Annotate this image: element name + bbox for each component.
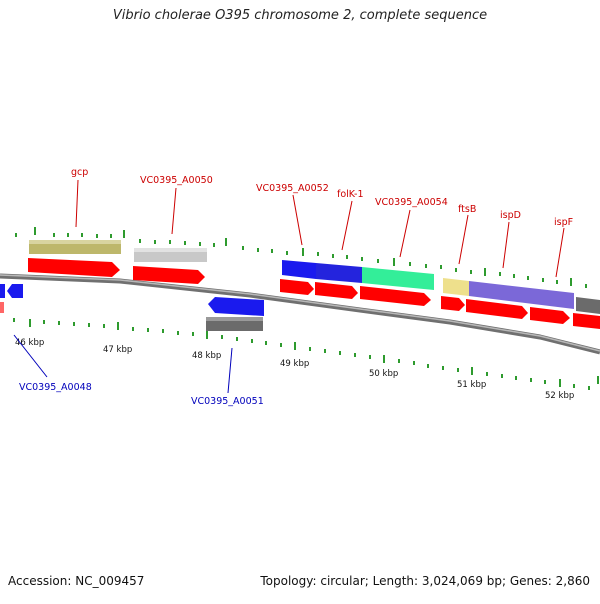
gene-label-vc0395-a0051[interactable]: VC0395_A0051 (191, 396, 264, 407)
cds-arrow-vc0395-a0052[interactable] (280, 279, 314, 295)
gene-label-vc0395-a0050[interactable]: VC0395_A0050 (140, 175, 213, 186)
chromosome-backbone-highlight (0, 274, 600, 352)
gene-bar-vc0395-a0050-shine (134, 248, 207, 252)
reverse-arrow-vc0395-a0051[interactable] (208, 297, 264, 316)
cds-arrow-ispd[interactable] (466, 299, 528, 319)
cds-arrow-ispf-b[interactable] (573, 313, 600, 329)
gene-label-ispd[interactable]: ispD (500, 210, 521, 221)
tick-label-46kbp: 46 kbp (15, 338, 44, 348)
reverse-arrow-vc0395-a0048[interactable] (7, 284, 23, 298)
gene-label-folk-1[interactable]: folK-1 (337, 189, 364, 200)
leader-vc0395-a0050 (171, 187, 177, 235)
leader-vc0395-a0052 (292, 194, 303, 246)
tick-label-48kbp: 48 kbp (192, 351, 221, 361)
gene-label-vc0395-a0048[interactable]: VC0395_A0048 (19, 382, 92, 393)
gene-bar-folk-1[interactable] (316, 263, 362, 283)
cds-arrow-ispf-a[interactable] (530, 307, 570, 324)
tick-label-50kbp: 50 kbp (369, 369, 398, 379)
cds-arrow-vc0395-a0054[interactable] (360, 286, 431, 306)
leader-lines (13, 179, 565, 394)
upper-tick-row (15, 227, 587, 288)
chromosome-backbone (0, 273, 600, 355)
gene-bar-vc0395-a0054[interactable] (362, 267, 434, 290)
tick-label-49kbp: 49 kbp (280, 359, 309, 369)
gene-bar-vc0395-a0052[interactable] (282, 260, 316, 279)
gene-bar-gcp-shine (29, 240, 121, 244)
cds-arrow-vc0395-a0050[interactable] (133, 266, 205, 284)
tick-labels: 46 kbp 47 kbp 48 kbp 49 kbp 50 kbp 51 kb… (15, 338, 574, 401)
tick-label-47kbp: 47 kbp (103, 345, 132, 355)
reverse-red-partial[interactable] (0, 302, 4, 313)
lower-tick-row (13, 318, 599, 390)
gene-label-vc0395-a0052[interactable]: VC0395_A0052 (256, 183, 329, 194)
reverse-genes (0, 284, 264, 331)
leader-ispf (555, 227, 565, 278)
accession-label: Accession: NC_009457 (8, 574, 145, 588)
tick-label-52kbp: 52 kbp (545, 391, 574, 401)
gene-bar-vc0395-a0051-shine (206, 317, 263, 321)
gene-label-ispf[interactable]: ispF (554, 217, 573, 228)
leader-vc0395-a0048 (13, 334, 48, 378)
gene-labels: gcp VC0395_A0050 VC0395_A0052 folK-1 VC0… (19, 167, 573, 407)
cds-arrow-folk-1[interactable] (315, 282, 358, 299)
forward-gene-bars (29, 240, 600, 314)
topology-label: Topology: circular; Length: 3,024,069 bp… (260, 574, 590, 588)
gene-bar-ftsb[interactable] (443, 278, 469, 296)
leader-folk-1 (341, 200, 353, 251)
leader-gcp (75, 179, 79, 228)
gene-label-gcp[interactable]: gcp (71, 167, 88, 178)
gene-bar-ispd[interactable] (469, 281, 574, 309)
leader-vc0395-a0051 (227, 347, 233, 394)
gene-bar-ispf[interactable] (576, 297, 600, 314)
gene-label-vc0395-a0054[interactable]: VC0395_A0054 (375, 197, 448, 208)
map-title: Vibrio cholerae O395 chromosome 2, compl… (112, 8, 488, 23)
leader-ispd (502, 221, 510, 269)
cds-arrow-ftsb[interactable] (441, 296, 465, 311)
gene-label-ftsb[interactable]: ftsB (458, 204, 476, 215)
forward-cds-arrows (28, 258, 600, 329)
tick-label-51kbp: 51 kbp (457, 380, 486, 390)
reverse-arrow-left-partial[interactable] (0, 284, 5, 298)
cds-arrow-gcp[interactable] (28, 258, 120, 277)
leader-ftsb (458, 214, 469, 265)
leader-vc0395-a0054 (399, 209, 411, 258)
